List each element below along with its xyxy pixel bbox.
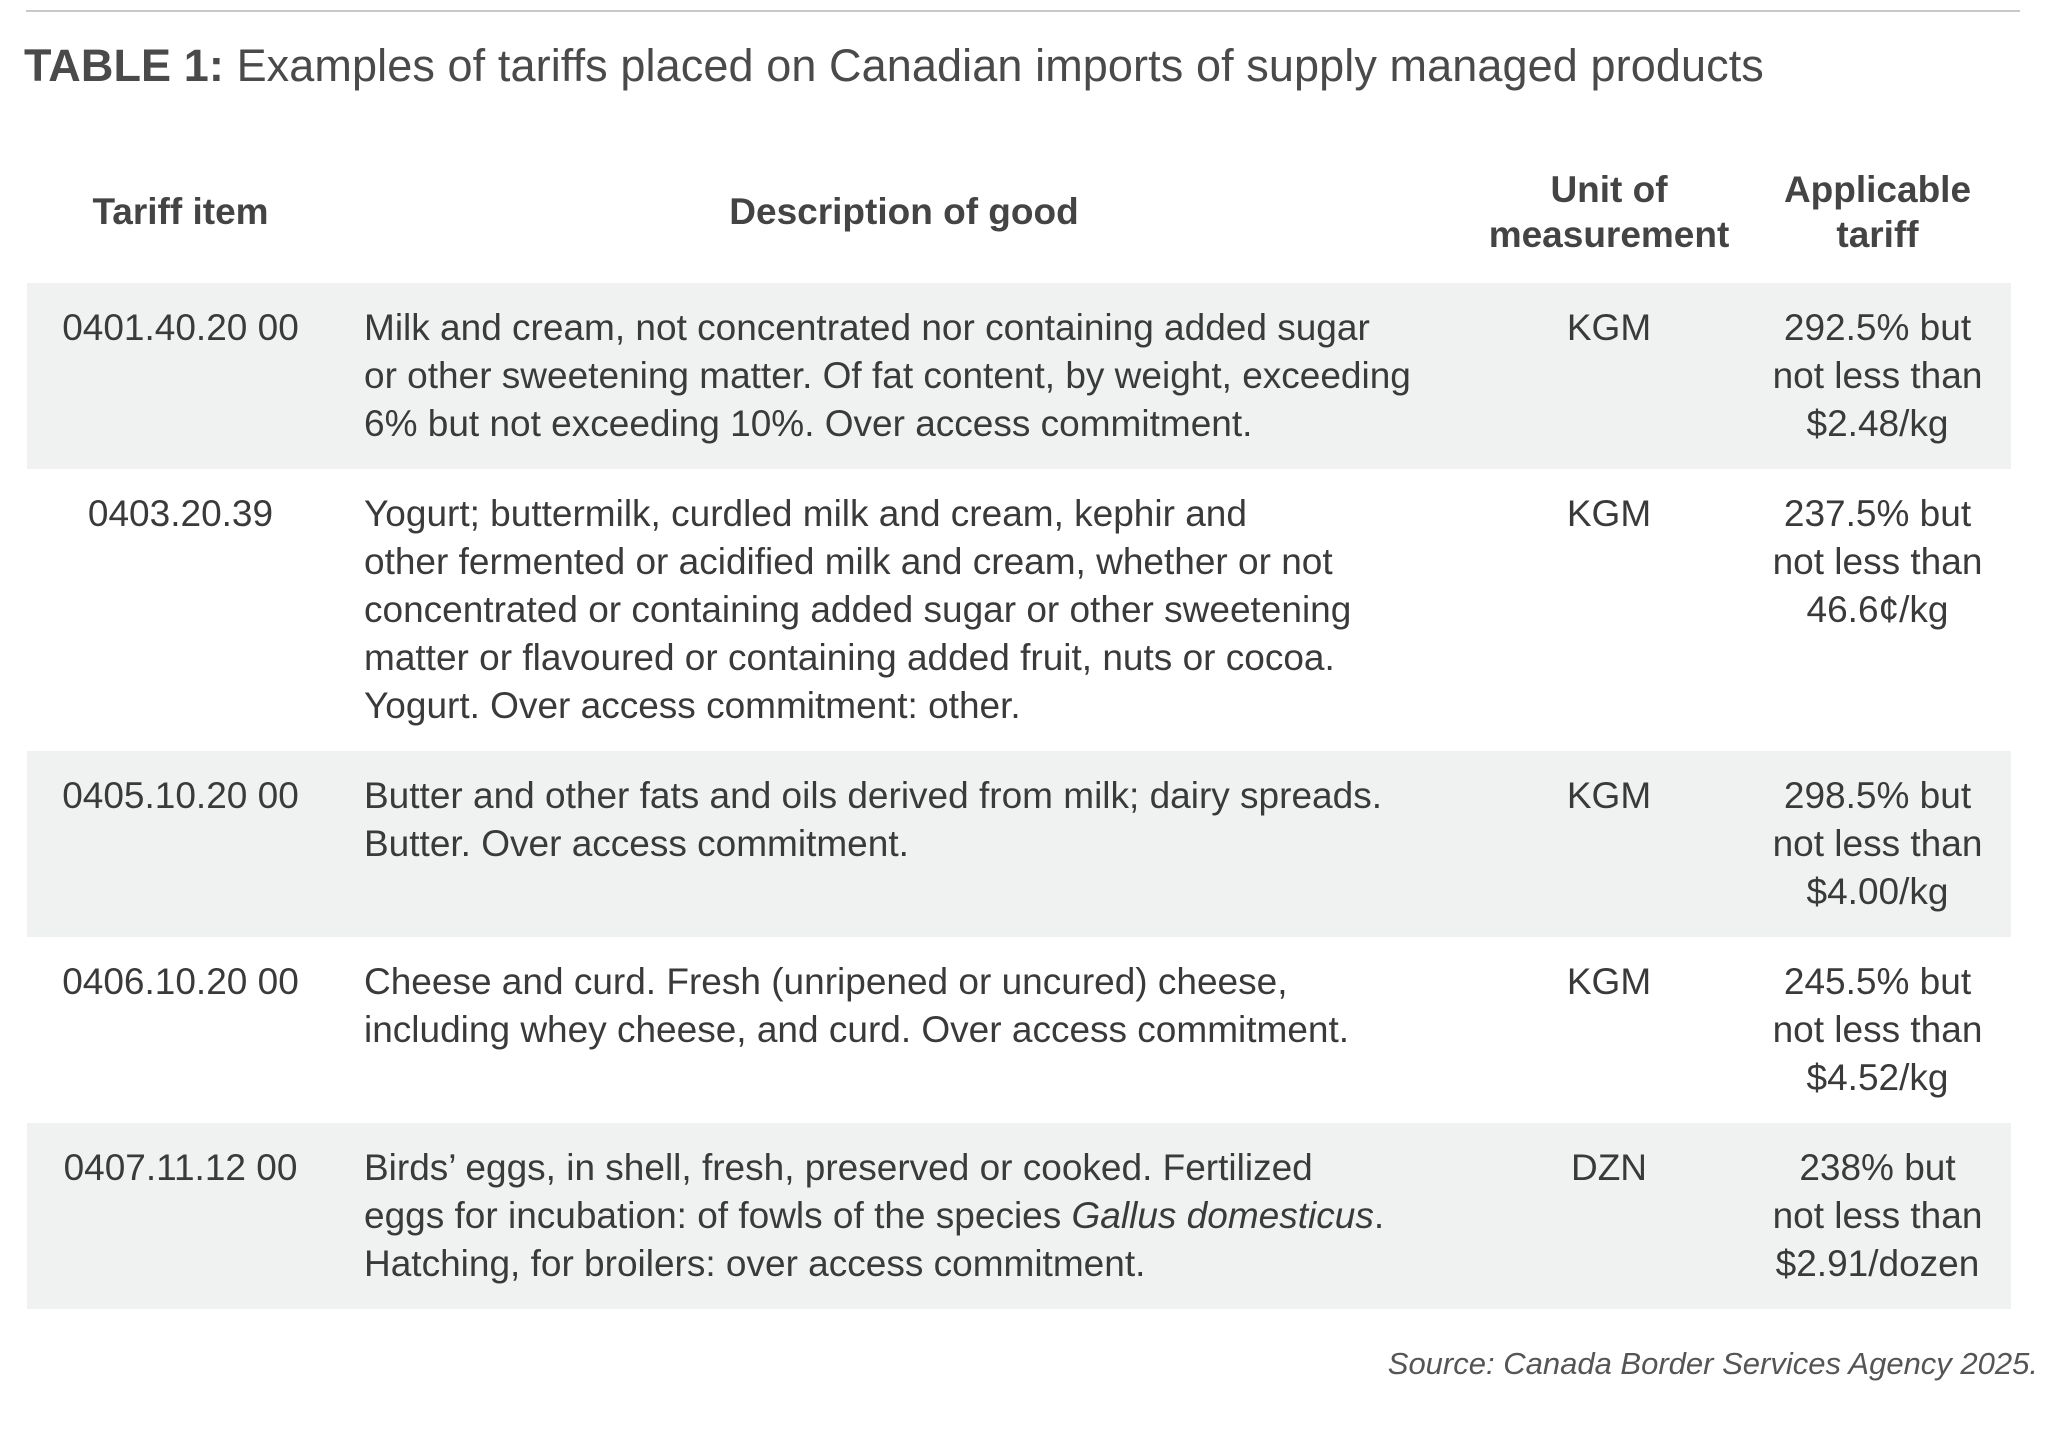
- header-unit-line: Unit of: [1550, 168, 1668, 210]
- tariff-line: 245.5% but: [1783, 961, 1972, 1002]
- tariff-line: not less than: [1772, 355, 1983, 396]
- tariff-line: 237.5% but: [1783, 493, 1972, 534]
- tariff-item-cell: 0406.10.20 00: [62, 961, 299, 1002]
- description-line: 6% but not exceeding 10%. Over access co…: [364, 403, 1253, 444]
- description-cell: Cheese and curd. Fresh (unripened or unc…: [334, 937, 1474, 1123]
- tariffs-table: Tariff item Description of good Unit of …: [27, 140, 2011, 1309]
- tariff-line: 238% but: [1799, 1147, 1956, 1188]
- unit-cell: KGM: [1474, 751, 1744, 937]
- description-line: Yogurt. Over access commitment: other.: [364, 685, 1021, 726]
- top-divider: [26, 10, 2020, 12]
- tariff-line: $2.48/kg: [1806, 403, 1949, 444]
- table-row: 0407.11.12 00 Birds’ eggs, in shell, fre…: [27, 1123, 2011, 1309]
- tariff-cell: 292.5% but not less than $2.48/kg: [1744, 283, 2011, 469]
- tariff-line: $2.91/dozen: [1775, 1243, 1980, 1284]
- description-line: or other sweetening matter. Of fat conte…: [364, 355, 1411, 396]
- source-note: Source: Canada Border Services Agency 20…: [1387, 1346, 2038, 1381]
- species-name: Gallus domesticus: [1071, 1195, 1374, 1236]
- table-row: 0401.40.20 00 Milk and cream, not concen…: [27, 283, 2011, 469]
- tariff-line: not less than: [1772, 1009, 1983, 1050]
- description-text: .: [1373, 1195, 1385, 1236]
- tariff-item-cell: 0403.20.39: [87, 493, 274, 534]
- unit-cell: KGM: [1474, 283, 1744, 469]
- description-cell: Butter and other fats and oils derived f…: [334, 751, 1474, 937]
- description-text: eggs for incubation: of fowls of the spe…: [364, 1195, 1072, 1236]
- tariff-cell: 238% but not less than $2.91/dozen: [1744, 1123, 2011, 1309]
- header-description: Description of good: [729, 191, 1079, 232]
- description-line: Hatching, for broilers: over access comm…: [364, 1243, 1146, 1284]
- tariff-line: not less than: [1772, 541, 1983, 582]
- table-row: 0406.10.20 00 Cheese and curd. Fresh (un…: [27, 937, 2011, 1123]
- tariff-line: 298.5% but: [1783, 775, 1972, 816]
- tariff-line: 292.5% but: [1783, 307, 1972, 348]
- header-tariff-item: Tariff item: [92, 191, 269, 232]
- description-line: concentrated or containing added sugar o…: [364, 589, 1352, 630]
- table-title-text: Examples of tariffs placed on Canadian i…: [223, 40, 1764, 91]
- table-header-row: Tariff item Description of good Unit of …: [27, 140, 2011, 283]
- description-line: Cheese and curd. Fresh (unripened or unc…: [364, 961, 1288, 1002]
- table-row: 0403.20.39 Yogurt; buttermilk, curdled m…: [27, 469, 2011, 751]
- description-cell: Yogurt; buttermilk, curdled milk and cre…: [334, 469, 1474, 751]
- tariff-cell: 298.5% but not less than $4.00/kg: [1744, 751, 2011, 937]
- tariff-cell: 245.5% but not less than $4.52/kg: [1744, 937, 2011, 1123]
- description-line: Milk and cream, not concentrated nor con…: [364, 307, 1370, 348]
- unit-cell: KGM: [1566, 961, 1652, 1002]
- tariff-line: not less than: [1772, 823, 1983, 864]
- description-cell: Milk and cream, not concentrated nor con…: [334, 283, 1474, 469]
- description-line: Butter. Over access commitment.: [364, 823, 909, 864]
- header-unit-line: measurement: [1488, 213, 1730, 255]
- tariff-item-cell: 0405.10.20 00: [27, 751, 334, 937]
- description-line: including whey cheese, and curd. Over ac…: [364, 1009, 1350, 1050]
- description-line: eggs for incubation: of fowls of the spe…: [364, 1192, 1462, 1240]
- tariff-line: $4.52/kg: [1806, 1057, 1949, 1098]
- header-tariff-line: Applicable: [1783, 168, 1972, 210]
- tariff-item-cell: 0401.40.20 00: [27, 283, 334, 469]
- tariff-line: $4.00/kg: [1806, 871, 1949, 912]
- header-tariff-line: tariff: [1836, 213, 1919, 255]
- description-cell: Birds’ eggs, in shell, fresh, preserved …: [334, 1123, 1474, 1309]
- tariff-item-cell: 0407.11.12 00: [27, 1123, 334, 1309]
- unit-cell: DZN: [1474, 1123, 1744, 1309]
- description-line: Yogurt; buttermilk, curdled milk and cre…: [364, 493, 1247, 534]
- unit-cell: KGM: [1566, 493, 1652, 534]
- description-line: Birds’ eggs, in shell, fresh, preserved …: [364, 1147, 1313, 1188]
- tariff-line: 46.6¢/kg: [1806, 589, 1949, 630]
- table-title: TABLE 1: Examples of tariffs placed on C…: [24, 40, 1764, 92]
- tariff-line: not less than: [1772, 1195, 1983, 1236]
- description-line: Butter and other fats and oils derived f…: [364, 775, 1382, 816]
- description-line: other fermented or acidified milk and cr…: [364, 541, 1333, 582]
- header-unit: Unit of measurement: [1474, 140, 1744, 283]
- table-title-label: TABLE 1:: [24, 40, 224, 91]
- tariff-cell: 237.5% but not less than 46.6¢/kg: [1744, 469, 2011, 751]
- table-row: 0405.10.20 00 Butter and other fats and …: [27, 751, 2011, 937]
- description-line: matter or flavoured or containing added …: [364, 637, 1335, 678]
- header-tariff: Applicable tariff: [1744, 140, 2011, 283]
